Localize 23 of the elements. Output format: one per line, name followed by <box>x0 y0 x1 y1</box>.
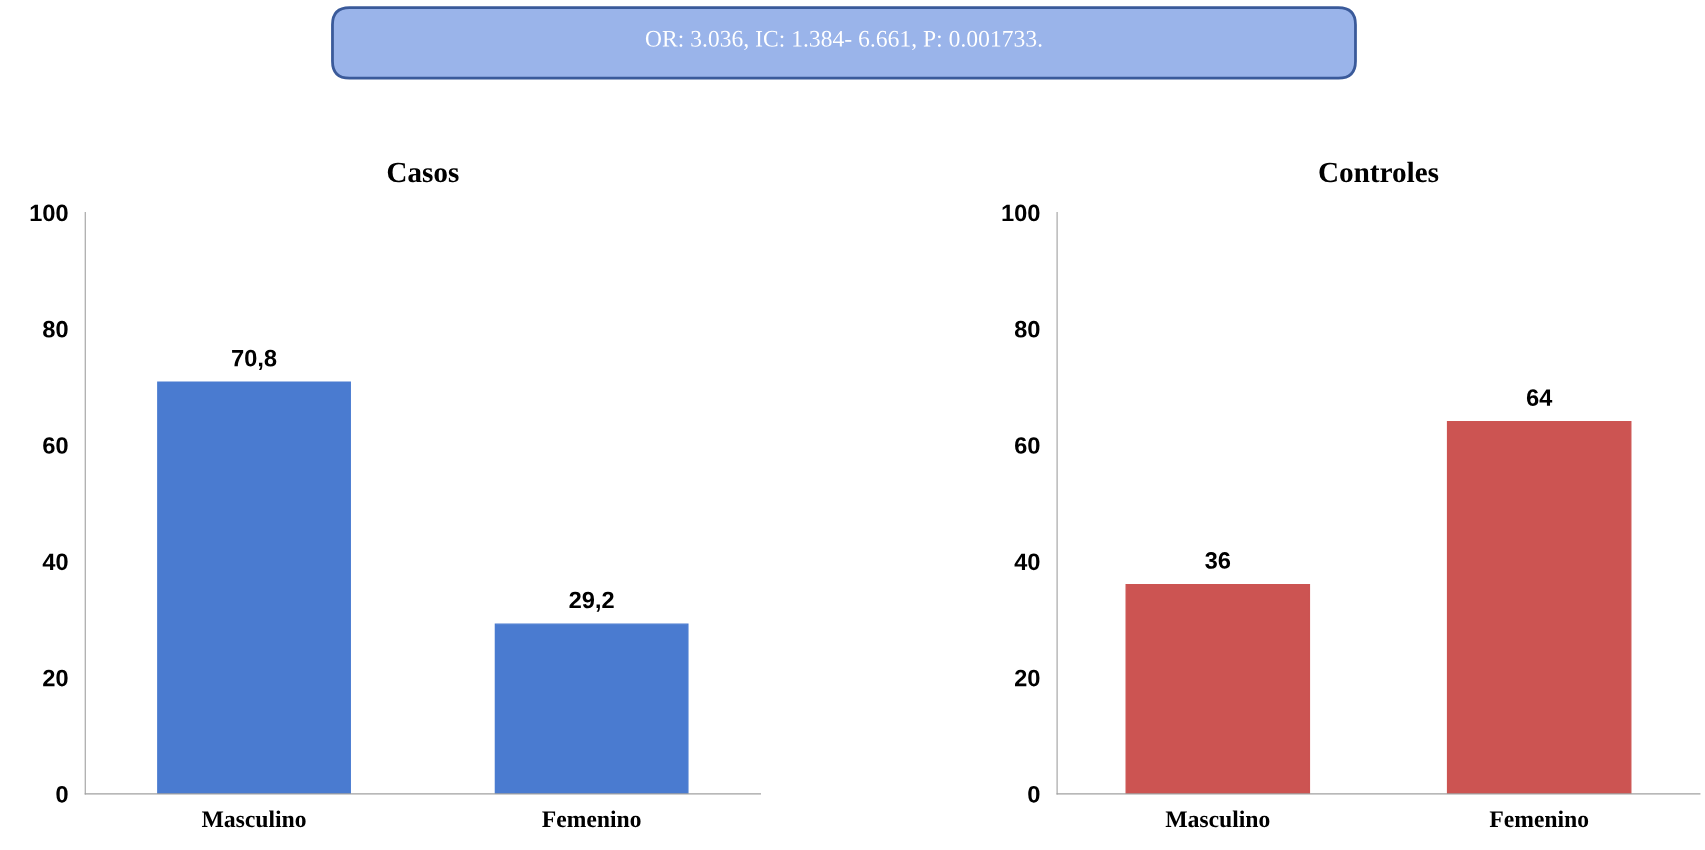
y-tick-label: 0 <box>1028 785 1040 803</box>
y-tick-label: 40 <box>1014 553 1040 571</box>
y-tick-label: 20 <box>43 669 68 687</box>
y-tick-label: 60 <box>1015 437 1040 454</box>
y-tick-label: 20 <box>1014 669 1040 687</box>
data-label: 36 <box>1205 552 1231 569</box>
data-label: 64 <box>1526 389 1553 407</box>
y-tick-label: 80 <box>43 320 68 338</box>
y-tick-label: 80 <box>1014 320 1040 338</box>
x-tick-label: Masculino <box>201 810 306 828</box>
chart-title: Casos <box>387 162 459 183</box>
y-tick-label: 100 <box>1002 204 1040 222</box>
x-tick-label: Masculino <box>1165 810 1270 828</box>
text: OR: 3.036, IC: 1.384- 6.661, P: 0.001733. <box>645 30 1042 51</box>
chart-title: Controles <box>1319 161 1439 183</box>
y-tick-label: 40 <box>42 553 68 571</box>
x-tick-label: Femenino <box>1489 810 1589 828</box>
data-label: 70,8 <box>232 349 277 370</box>
y-tick-label: 0 <box>56 785 68 803</box>
x-tick-label: Femenino <box>542 810 641 828</box>
data-label: 29,2 <box>569 591 614 612</box>
y-tick-label: 60 <box>43 437 68 454</box>
y-tick-label: 100 <box>30 204 68 222</box>
